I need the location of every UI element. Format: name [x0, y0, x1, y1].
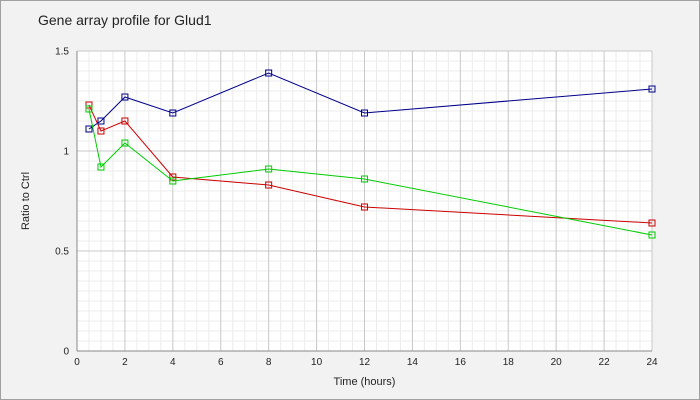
y-tick-label: 1 — [63, 147, 69, 158]
series-3 — [85, 105, 656, 239]
data-point-marker — [265, 181, 273, 189]
x-tick-label: 2 — [122, 357, 128, 368]
data-point-marker — [648, 219, 656, 227]
x-tick-label: 18 — [503, 357, 515, 368]
data-point-marker — [361, 175, 368, 183]
y-tick-label: 0 — [63, 347, 69, 358]
data-point-marker — [361, 109, 368, 117]
data-point-marker — [97, 127, 105, 135]
x-tick-label: 22 — [599, 357, 611, 368]
x-tick-label: 10 — [311, 357, 323, 368]
chart-title: Gene array profile for Glud1 — [38, 12, 212, 28]
x-tick-label: 16 — [455, 357, 467, 368]
y-tick-label: 1.5 — [55, 47, 69, 58]
data-point-marker — [97, 163, 105, 171]
data-point-marker — [265, 69, 273, 77]
series-2 — [85, 101, 656, 227]
x-tick-label: 0 — [74, 357, 80, 368]
x-axis-label: Time (hours) — [334, 376, 396, 388]
series-1 — [85, 69, 656, 133]
series-line — [88, 104, 653, 224]
data-point-marker — [97, 117, 105, 125]
data-point-marker — [648, 231, 656, 239]
y-tick-label: 0.5 — [55, 247, 69, 258]
data-point-marker — [169, 109, 177, 117]
data-point-marker — [85, 105, 93, 113]
y-axis-label: Ratio to Ctrl — [20, 172, 32, 230]
data-point-marker — [265, 165, 273, 173]
x-tick-label: 6 — [218, 357, 224, 368]
data-point-marker — [361, 203, 368, 211]
x-tick-label: 14 — [407, 357, 419, 368]
x-tick-label: 8 — [266, 357, 272, 368]
data-point-marker — [121, 93, 129, 101]
data-point-marker — [121, 139, 129, 147]
series-line — [88, 108, 653, 236]
series-line — [88, 72, 653, 130]
x-tick-label: 24 — [646, 357, 658, 368]
x-tick-label: 20 — [551, 357, 563, 368]
data-point-marker — [85, 125, 93, 133]
data-point-marker — [648, 85, 656, 93]
data-point-marker — [169, 177, 177, 185]
data-point-marker — [85, 101, 93, 109]
x-tick-label: 12 — [359, 357, 371, 368]
data-point-marker — [169, 173, 177, 181]
data-point-marker — [121, 117, 129, 125]
x-tick-label: 4 — [170, 357, 176, 368]
